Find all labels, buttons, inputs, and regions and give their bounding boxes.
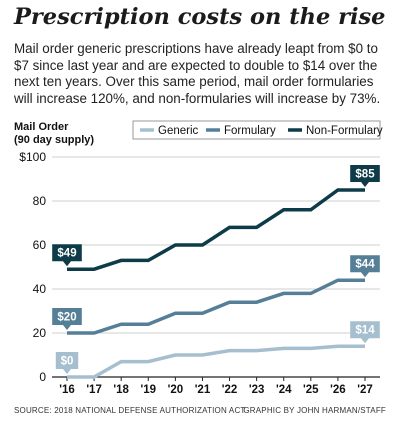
end-label-formulary: $44 <box>355 259 375 271</box>
y-tick-label: 60 <box>33 238 47 252</box>
legend-label-non-formulary: Non-Formulary <box>306 125 383 137</box>
series-line-generic <box>67 344 365 379</box>
x-tick-label: '17 <box>86 384 102 396</box>
y-tick-label: 20 <box>33 326 47 340</box>
x-tick-label: '21 <box>195 384 211 396</box>
x-tick-label: '16 <box>59 384 75 396</box>
start-label-generic: $0 <box>61 356 74 368</box>
end-label-non-formulary: $85 <box>355 169 375 181</box>
start-label-formulary: $20 <box>57 312 76 324</box>
y-tick-label: 80 <box>33 194 47 208</box>
y-tick-label: 40 <box>33 282 47 296</box>
legend-label-formulary: Formulary <box>224 125 276 137</box>
x-tick-label: '22 <box>222 384 238 396</box>
legend-label-generic: Generic <box>158 125 199 137</box>
x-tick-label: '27 <box>357 384 373 396</box>
graphic-credit: GRAPHIC BY JOHN HARMAN/STAFF <box>243 406 386 415</box>
source-note: SOURCE: 2018 NATIONAL DEFENSE AUTHORIZAT… <box>14 406 246 415</box>
y-axis-label: Mail Order <box>14 121 69 133</box>
chart-subtitle: Mail order generic prescriptions have al… <box>14 41 381 106</box>
x-tick-label: '18 <box>113 384 129 396</box>
start-label-generic-box <box>55 352 79 374</box>
x-tick-label: '23 <box>249 384 265 396</box>
x-tick-label: '25 <box>303 384 319 396</box>
y-axis-label: (90 day supply) <box>14 134 94 146</box>
end-label-generic: $14 <box>355 325 375 337</box>
end-label-formulary-box <box>350 255 380 278</box>
chart-title: Prescription costs on the rise <box>14 4 386 30</box>
series-line-non-formulary <box>67 188 365 271</box>
legend-box <box>132 120 381 140</box>
start-label-non-formulary-box <box>52 244 82 267</box>
x-tick-label: '19 <box>141 384 157 396</box>
start-label-non-formulary: $49 <box>57 248 76 260</box>
end-label-non-formulary-box <box>350 165 380 187</box>
x-tick-label: '26 <box>330 384 346 396</box>
y-tick-label: 0 <box>39 370 46 384</box>
y-tick-label: $100 <box>19 150 46 164</box>
start-label-formulary-box <box>52 308 82 330</box>
series-line-formulary <box>67 278 365 335</box>
x-tick-label: '24 <box>276 384 292 396</box>
x-tick-label: '20 <box>168 384 184 396</box>
end-label-generic-box <box>350 321 380 344</box>
